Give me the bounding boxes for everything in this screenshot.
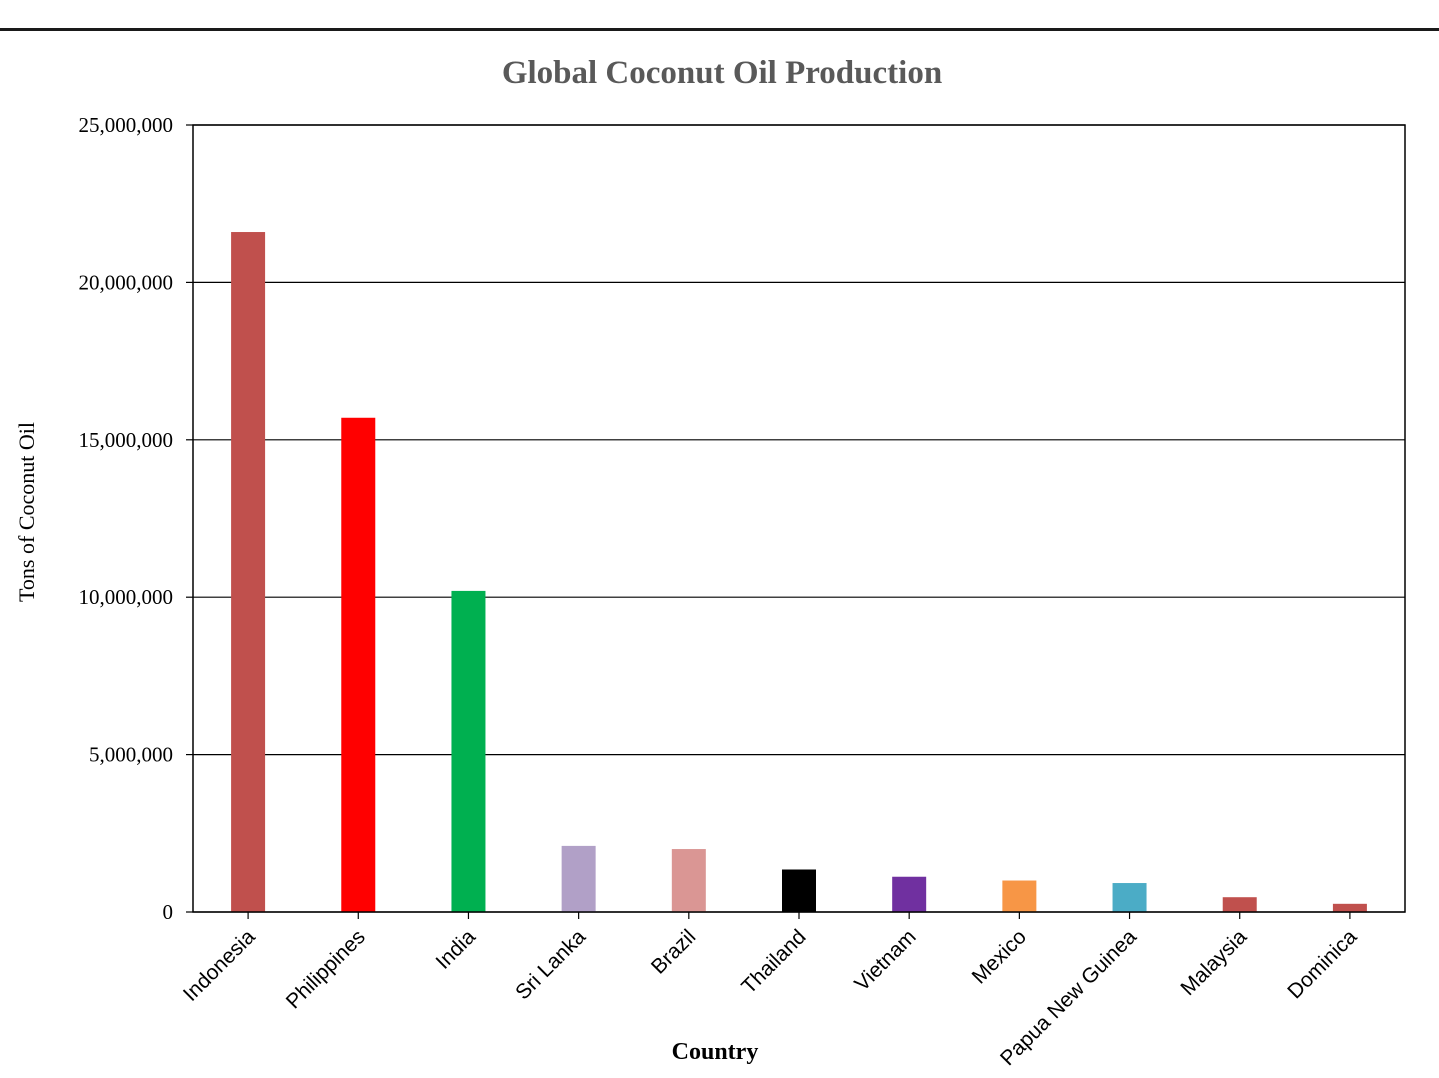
x-tick-label: Philippines (282, 925, 370, 1013)
bar (782, 869, 816, 912)
bar (231, 232, 266, 913)
x-tick-label: Vietnam (850, 925, 920, 995)
x-tick-label: Malaysia (1176, 925, 1251, 1000)
x-tick-label: Brazil (647, 925, 700, 978)
bar (1112, 883, 1147, 912)
y-tick-label: 25,000,000 (79, 113, 174, 137)
bar (341, 417, 376, 912)
x-tick-label: Indonesia (179, 925, 260, 1006)
y-tick-label: 0 (163, 900, 174, 924)
x-axis-title: Country (672, 1039, 759, 1065)
bars (231, 232, 1367, 913)
y-axis-title: Tons of Coconut Oil (14, 422, 39, 602)
bar (1222, 897, 1257, 912)
x-tick-label: Sri Lanka (511, 925, 590, 1004)
top-border-line (0, 28, 1439, 31)
y-axis-ticks: 0 5,000,000 10,000,000 15,000,000 20,000,000… (79, 113, 193, 924)
x-tick-label: Dominica (1283, 925, 1361, 1003)
bar (1332, 903, 1367, 912)
x-tick-label: Mexico (968, 925, 1031, 988)
x-axis-ticks: Indonesia Philippines India Sri Lanka Brazil… (179, 912, 1362, 1070)
bar (451, 590, 486, 912)
x-tick-label: India (432, 925, 481, 974)
y-tick-label: 20,000,000 (79, 270, 174, 294)
y-tick-label: 10,000,000 (79, 585, 174, 609)
y-tick-label: 15,000,000 (79, 428, 174, 452)
bar (671, 849, 706, 912)
bar (1002, 880, 1037, 912)
x-tick-label: Thailand (737, 925, 810, 998)
bar (892, 876, 927, 912)
bar (561, 845, 596, 912)
chart-title: Global Coconut Oil Production (502, 55, 942, 91)
y-tick-label: 5,000,000 (89, 743, 173, 767)
